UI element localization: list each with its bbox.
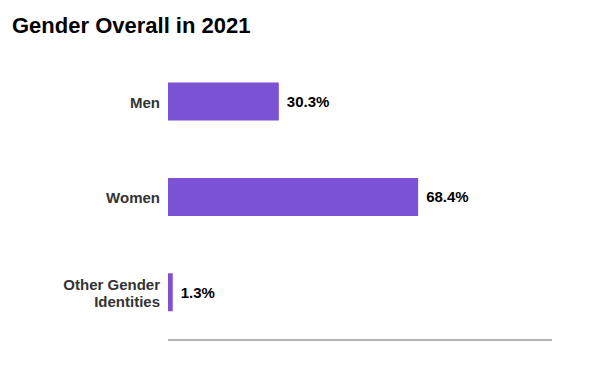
svg-text:30.3%: 30.3% [287, 93, 330, 110]
svg-text:68.4%: 68.4% [426, 188, 469, 205]
html-text:Gender Overall in 2021: Gender Overall in 2021 [12, 13, 251, 38]
svg-text:Men: Men [130, 93, 160, 110]
svg-text:1.3%: 1.3% [181, 284, 215, 301]
svg-text:Other GenderIdentities: Other GenderIdentities [63, 275, 160, 309]
svg-text:Women: Women [106, 189, 160, 206]
